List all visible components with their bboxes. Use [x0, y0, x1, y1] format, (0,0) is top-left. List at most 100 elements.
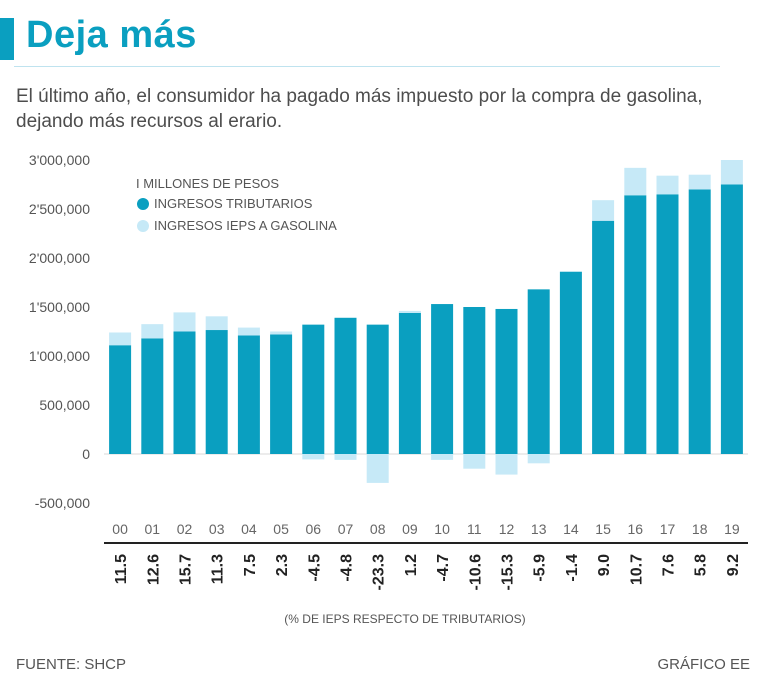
pct-label: -23.3: [371, 554, 388, 591]
pct-label: 15.7: [178, 554, 195, 585]
bar-tributarios: [398, 312, 421, 454]
stacked-bar-chart: -500,000 0 500,000 1'000,000 1'500,000 2'000,…: [29, 152, 748, 626]
bar-tributarios: [366, 324, 389, 454]
pct-label: -15.3: [500, 554, 517, 591]
x-tick-label: 08: [370, 521, 386, 537]
x-tick-label: 10: [434, 521, 450, 537]
pct-label: 2.3: [274, 554, 291, 576]
legend-swatch: [137, 220, 149, 232]
y-tick-label: 500,000: [39, 397, 90, 413]
legend-label: INGRESOS IEPS A GASOLINA: [154, 218, 337, 233]
pct-label: 5.8: [693, 554, 710, 576]
legend-swatch: [137, 198, 149, 210]
legend-label: INGRESOS TRIBUTARIOS: [154, 196, 313, 211]
bar-ieps: [527, 454, 550, 464]
x-tick-label: 04: [241, 521, 257, 537]
y-tick-label: 1'000,000: [29, 348, 90, 364]
source-note: FUENTE: SHCP: [16, 656, 127, 673]
bar-tributarios: [141, 338, 164, 454]
title-divider: [14, 66, 720, 67]
pct-label: -10.6: [467, 554, 484, 591]
y-tick-label: 1'500,000: [29, 299, 90, 315]
bar-ieps: [688, 174, 711, 190]
x-tick-label: 02: [177, 521, 193, 537]
pct-label: 12.6: [145, 554, 162, 585]
pct-label: 1.2: [403, 554, 420, 576]
bar-tributarios: [431, 304, 454, 454]
y-tick-label: -500,000: [35, 495, 90, 511]
x-tick-label: 17: [660, 521, 676, 537]
x-tick-label: 14: [563, 521, 579, 537]
y-tick-label: 2'500,000: [29, 201, 90, 217]
bar-tributarios: [237, 335, 260, 454]
pct-label: -4.5: [306, 554, 323, 582]
pct-label: 9.0: [596, 554, 613, 576]
pct-label: 10.7: [628, 554, 645, 585]
bar-tributarios: [270, 334, 293, 454]
bar-tributarios: [109, 345, 132, 454]
bar-ieps: [205, 316, 228, 331]
bar-tributarios: [527, 289, 550, 454]
y-tick-label: 0: [82, 446, 90, 462]
pct-label: -5.9: [532, 554, 549, 582]
title-accent-bar: [0, 18, 14, 60]
x-tick-label: 05: [273, 521, 289, 537]
bar-ieps: [270, 331, 293, 335]
bar-tributarios: [173, 331, 196, 454]
x-tick-label: 12: [499, 521, 515, 537]
bar-tributarios: [205, 330, 228, 454]
bar-ieps: [720, 160, 743, 185]
bar-tributarios: [334, 317, 357, 454]
x-tick-label: 09: [402, 521, 418, 537]
pct-label: 9.2: [725, 554, 742, 576]
bar-ieps: [109, 332, 132, 346]
pct-label: -4.7: [435, 554, 452, 582]
bar-ieps: [398, 310, 421, 313]
bar-tributarios: [656, 194, 679, 455]
bar-tributarios: [592, 220, 615, 454]
legend-unit-label: I MILLONES DE PESOS: [136, 176, 279, 191]
x-tick-label: 06: [306, 521, 322, 537]
x-tick-label: 13: [531, 521, 547, 537]
bar-ieps: [463, 454, 486, 469]
pct-label: -4.8: [339, 554, 356, 582]
x-tick-label: 03: [209, 521, 225, 537]
x-tick-label: 07: [338, 521, 354, 537]
x-tick-label: 18: [692, 521, 708, 537]
x-tick-label: 19: [724, 521, 740, 537]
pct-label: 11.3: [210, 554, 227, 584]
x-tick-label: 15: [595, 521, 611, 537]
bar-ieps: [141, 324, 164, 339]
pct-label: -1.4: [564, 554, 581, 582]
bar-tributarios: [559, 271, 582, 454]
bar-ieps: [656, 175, 679, 195]
pct-label: 7.6: [661, 554, 678, 576]
bar-tributarios: [624, 195, 647, 454]
bar-tributarios: [302, 324, 325, 454]
page-title: Deja más: [26, 14, 197, 56]
bar-tributarios: [720, 184, 743, 454]
pct-label: 7.5: [242, 554, 259, 576]
bar-ieps: [237, 327, 260, 336]
x-tick-label: 16: [628, 521, 644, 537]
bar-ieps: [624, 167, 647, 196]
x-tick-label: 00: [112, 521, 128, 537]
bar-ieps: [592, 200, 615, 221]
x-tick-label: 01: [145, 521, 161, 537]
bar-ieps: [173, 312, 196, 332]
pct-caption: (% DE IEPS RESPECTO DE TRIBUTARIOS): [284, 612, 525, 626]
bar-ieps: [495, 454, 518, 475]
bar-tributarios: [688, 189, 711, 454]
bar-ieps: [431, 454, 454, 460]
y-tick-label: 3'000,000: [29, 152, 90, 168]
y-tick-label: 2'000,000: [29, 250, 90, 266]
pct-label: 11.5: [113, 554, 130, 584]
graphic-credit: GRÁFICO EE: [657, 656, 750, 673]
x-tick-label: 11: [467, 521, 482, 537]
bar-tributarios: [463, 307, 486, 454]
bar-ieps: [302, 454, 325, 460]
page-subtitle: El último año, el consumidor ha pagado m…: [16, 86, 703, 132]
bar-tributarios: [495, 308, 518, 454]
bar-ieps: [334, 454, 357, 460]
bar-ieps: [366, 454, 389, 483]
